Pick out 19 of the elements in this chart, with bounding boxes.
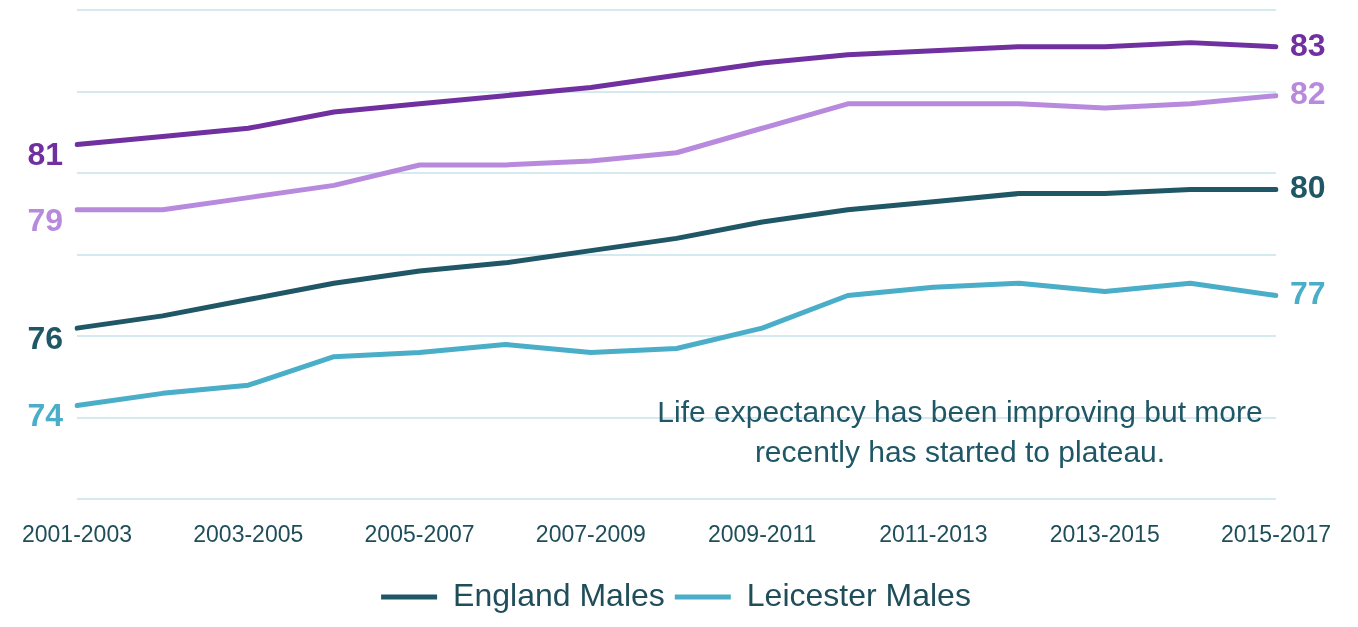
x-tick-label: 2007-2009 — [535, 520, 646, 547]
x-tick-label: 2015-2017 — [1221, 520, 1331, 547]
data-label: 79 — [27, 201, 63, 238]
x-tick-label: 2003-2005 — [193, 520, 304, 547]
data-label: 82 — [1290, 75, 1326, 112]
data-label: 74 — [27, 397, 64, 434]
data-label: 81 — [27, 136, 63, 173]
x-tick-label: 2013-2015 — [1049, 520, 1160, 547]
data-label: 83 — [1290, 26, 1326, 63]
x-tick-label: 2009-2011 — [707, 520, 817, 547]
x-tick-label: 2001-2003 — [22, 520, 132, 547]
data-label: 76 — [27, 319, 63, 356]
x-tick-label: 2005-2007 — [364, 520, 475, 547]
legend-label: Leicester Males — [746, 576, 971, 613]
legend-label: England Males — [453, 576, 665, 613]
annotation: Life expectancy has been improving but more recently has started to plateau. — [656, 394, 1264, 470]
x-tick-label: 2011-2013 — [879, 520, 988, 547]
data-label: 77 — [1290, 275, 1326, 312]
data-label: 80 — [1290, 169, 1326, 206]
